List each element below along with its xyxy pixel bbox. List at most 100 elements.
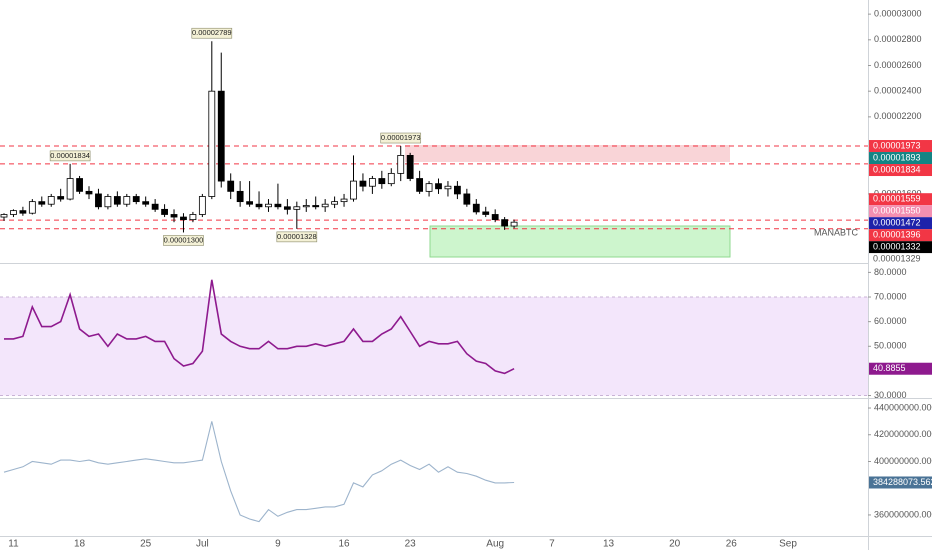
y-tick-label: 0.00002800 (874, 34, 922, 44)
price-tag-label: 0.00001834 (873, 164, 921, 174)
rsi-band (0, 297, 868, 396)
price-tag (869, 253, 932, 266)
candle-body (265, 203, 272, 208)
x-tick-label: 11 (8, 539, 19, 550)
candle-body (482, 211, 490, 215)
price-tag (869, 164, 932, 177)
price-tag-label: 0.00001893 (873, 152, 921, 162)
annotation-box (380, 132, 422, 144)
price-tag (869, 152, 932, 165)
candle-body (283, 206, 291, 210)
price-tag-label: 0.00001332 (873, 242, 921, 252)
candle-body (95, 193, 102, 208)
candle-body (416, 178, 424, 192)
candle-body (189, 214, 197, 221)
candle-body (57, 196, 65, 200)
candle-body (331, 201, 339, 205)
candle-body (161, 208, 168, 215)
last-value-tag (869, 476, 932, 489)
y-tick-label: 80.0000 (874, 267, 907, 277)
candle-body (132, 196, 140, 203)
x-tick-label: 13 (603, 539, 615, 550)
price-tag (869, 217, 932, 230)
y-tick-label: 0.00002400 (874, 86, 922, 96)
rsi-line (4, 279, 515, 375)
candle-body (47, 196, 55, 205)
candle-body (350, 180, 357, 200)
annotation-label: 0.00002789 (192, 28, 232, 37)
y-tick-label: 440000000.0000 (874, 402, 932, 412)
x-tick-label: 18 (74, 539, 86, 550)
annotation-label: 0.00001300 (164, 235, 204, 244)
y-tick-label: 0.00003000 (874, 9, 922, 19)
candle-body (425, 183, 433, 192)
annotation-label: 0.00001834 (50, 151, 90, 160)
candle-body (406, 155, 414, 179)
candle-body (510, 221, 518, 227)
candle-body (142, 201, 150, 205)
candle-body (113, 196, 121, 205)
candle-body (0, 214, 8, 218)
last-value-tag (869, 362, 932, 375)
price-tag-label: 0.00001559 (873, 194, 921, 204)
annotation-box (163, 235, 204, 246)
candle-body (66, 178, 74, 200)
y-tick-label: 70.0000 (874, 291, 907, 301)
price-tag-label: 0.00001396 (873, 230, 921, 240)
candle-body (453, 185, 461, 195)
price-tag-label: 0.00001973 (873, 140, 921, 150)
candle-body (76, 178, 83, 192)
short-zone (405, 145, 730, 162)
candle-body (274, 203, 282, 208)
candle-body (170, 214, 178, 218)
candle-body (236, 190, 244, 203)
candle-body (104, 196, 112, 208)
candle-body (28, 201, 36, 214)
annotation-label: 0.00001973 (381, 133, 421, 142)
obv-line (3, 421, 515, 523)
price-tag (869, 229, 932, 242)
candle-body (255, 203, 263, 208)
candle-body (501, 219, 509, 227)
price-tag (869, 193, 932, 206)
x-tick-label: 9 (275, 539, 281, 550)
annotation-box (191, 27, 233, 39)
last-value-label: 384288073.5620 (873, 477, 932, 487)
candle-body (123, 196, 131, 205)
x-tick-label: Sep (779, 539, 797, 550)
y-tick-label: 420000000.0000 (874, 429, 932, 439)
candle-body (246, 201, 253, 205)
x-tick-label: 25 (140, 539, 152, 550)
y-tick-label: 0.00002600 (874, 60, 922, 70)
y-tick-label: 30.0000 (874, 390, 907, 400)
annotation-box (276, 231, 318, 243)
price-tag-label: 0.00001550 (873, 206, 921, 216)
y-tick-label: 400000000.0000 (874, 456, 932, 466)
y-tick-label: 360000000.0000 (874, 509, 932, 519)
candle-body (378, 178, 386, 185)
x-tick-label: 23 (405, 539, 417, 550)
candle-body (227, 180, 235, 192)
last-value-label: 40.8855 (873, 363, 906, 373)
candle-body (340, 198, 348, 203)
x-tick-label: 26 (726, 539, 738, 550)
candle-body (85, 190, 93, 195)
x-tick-label: Aug (486, 539, 504, 550)
candle-body (463, 193, 471, 205)
candle-body (38, 201, 46, 205)
x-tick-label: 7 (549, 539, 555, 550)
price-tag-label: 0.00001329 (873, 254, 921, 264)
x-tick-label: 16 (338, 539, 350, 550)
candle-body (302, 205, 310, 208)
candle-body (359, 180, 367, 187)
candle-body (387, 172, 395, 185)
candle-body (397, 155, 405, 174)
price-tag-label: 0.00001472 (873, 218, 921, 228)
annotation-label: 0.00001328 (277, 232, 317, 241)
price-tag (869, 140, 932, 153)
x-tick-label: 20 (669, 539, 681, 550)
candle-body (312, 205, 320, 208)
symbol-label: MANABTC (814, 227, 859, 237)
